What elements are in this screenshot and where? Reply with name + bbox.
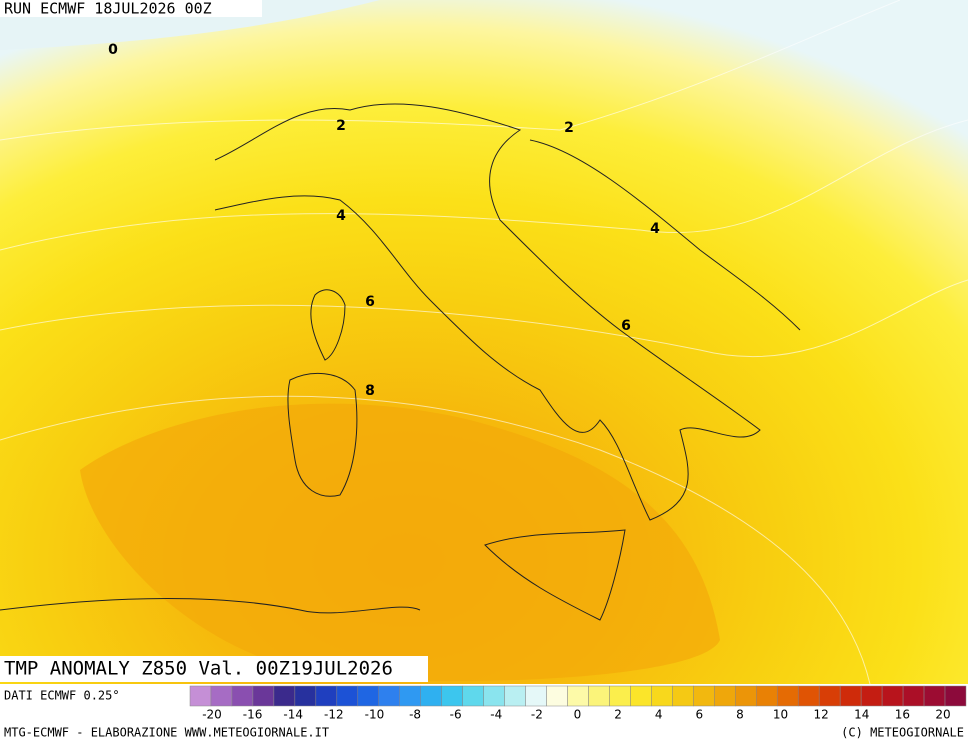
title-box — [0, 656, 428, 682]
legend-tick-label: 14 — [854, 708, 869, 722]
legend-swatch — [860, 685, 883, 707]
legend-swatch — [378, 685, 400, 707]
legend-swatch — [210, 685, 233, 707]
legend-tick-label: 12 — [814, 708, 829, 722]
coastline — [0, 597, 421, 614]
legend-tick-label: -16 — [243, 708, 263, 722]
legend-swatch — [483, 685, 505, 707]
coastline — [529, 139, 801, 331]
contour-label: 6 — [365, 294, 375, 310]
coastline — [214, 103, 761, 521]
legend-swatch — [651, 685, 673, 707]
legend-tick-label: 4 — [655, 708, 663, 722]
legend-swatch — [399, 685, 421, 707]
source-label: DATI ECMWF 0.25° — [4, 689, 120, 703]
legend-swatch — [252, 685, 275, 707]
contour-label: 6 — [621, 318, 631, 334]
credit-right: (C) METEOGIORNALE — [841, 726, 964, 740]
legend-swatch — [839, 685, 862, 707]
legend-swatch — [944, 685, 967, 707]
legend-swatch — [357, 685, 380, 707]
isoline — [0, 395, 871, 685]
legend-tick-label: -20 — [202, 708, 222, 722]
legend-swatch — [609, 685, 631, 707]
legend-swatch — [735, 685, 757, 707]
legend-swatch — [441, 685, 463, 707]
legend-swatch — [525, 685, 547, 707]
warm-core — [80, 403, 720, 681]
legend-swatch — [567, 685, 589, 707]
contour-label: 4 — [336, 208, 346, 224]
legend-swatch — [881, 685, 904, 707]
run-label: RUN ECMWF 18JUL2026 00Z — [4, 0, 212, 18]
legend-swatch — [420, 685, 442, 707]
legend-tick-label: 2 — [614, 708, 622, 722]
legend-tick-label: 10 — [773, 708, 788, 722]
legend-swatch — [588, 685, 610, 707]
legend-swatch — [923, 685, 946, 707]
contour-label: 8 — [365, 383, 375, 399]
coastline — [287, 372, 358, 497]
legend-swatch — [273, 685, 296, 707]
legend-swatch — [776, 685, 799, 707]
legend-tick-label: -4 — [490, 708, 502, 722]
isoline — [0, 119, 968, 251]
legend-swatch — [672, 685, 694, 707]
legend-tick-label: 6 — [696, 708, 704, 722]
legend-swatch — [462, 685, 484, 707]
legend-tick-label: 20 — [935, 708, 950, 722]
contour-label: 2 — [336, 118, 346, 134]
isoline — [0, 279, 968, 358]
legend-swatch — [231, 685, 254, 707]
legend-tick-label: -12 — [324, 708, 344, 722]
legend-swatch — [756, 685, 778, 707]
legend-swatch — [902, 685, 925, 707]
isoline — [0, 0, 901, 141]
map — [0, 0, 968, 685]
legend-tick-label: -2 — [531, 708, 543, 722]
legend-swatch — [818, 685, 841, 707]
legend-tick-label: -10 — [365, 708, 385, 722]
legend-tick-label: -6 — [450, 708, 462, 722]
legend-swatch — [693, 685, 715, 707]
coastline — [484, 529, 626, 621]
legend-swatch — [336, 685, 359, 707]
color-legend: -20 -16 -14 -12 -10 -8 -6 -4 -2 0 2 4 6 8 10 12 14 16 20 — [189, 685, 967, 722]
legend-swatch — [315, 685, 338, 707]
legend-swatch — [546, 685, 568, 707]
legend-tick-label: -14 — [283, 708, 303, 722]
coastline — [310, 289, 346, 361]
legend-swatch — [714, 685, 736, 707]
contour-label: 0 — [108, 42, 118, 58]
legend-tick-label: 0 — [574, 708, 582, 722]
legend-tick-label: -8 — [409, 708, 421, 722]
credit-left: MTG-ECMWF - ELABORAZIONE WWW.METEOGIORNA… — [4, 726, 329, 740]
legend-swatch — [630, 685, 652, 707]
contour-label: 2 — [564, 120, 574, 136]
contour-labels: 0 2 2 4 4 6 6 8 — [108, 42, 660, 399]
header-box — [0, 0, 262, 17]
legend-swatch — [189, 685, 212, 707]
legend-tick-label: 8 — [736, 708, 744, 722]
legend-swatch — [797, 685, 820, 707]
map-title: TMP ANOMALY Z850 Val. 00Z19JUL2026 — [4, 658, 393, 680]
contour-label: 4 — [650, 221, 660, 237]
legend-swatch — [504, 685, 526, 707]
legend-tick-label: 16 — [895, 708, 910, 722]
legend-swatch — [294, 685, 317, 707]
